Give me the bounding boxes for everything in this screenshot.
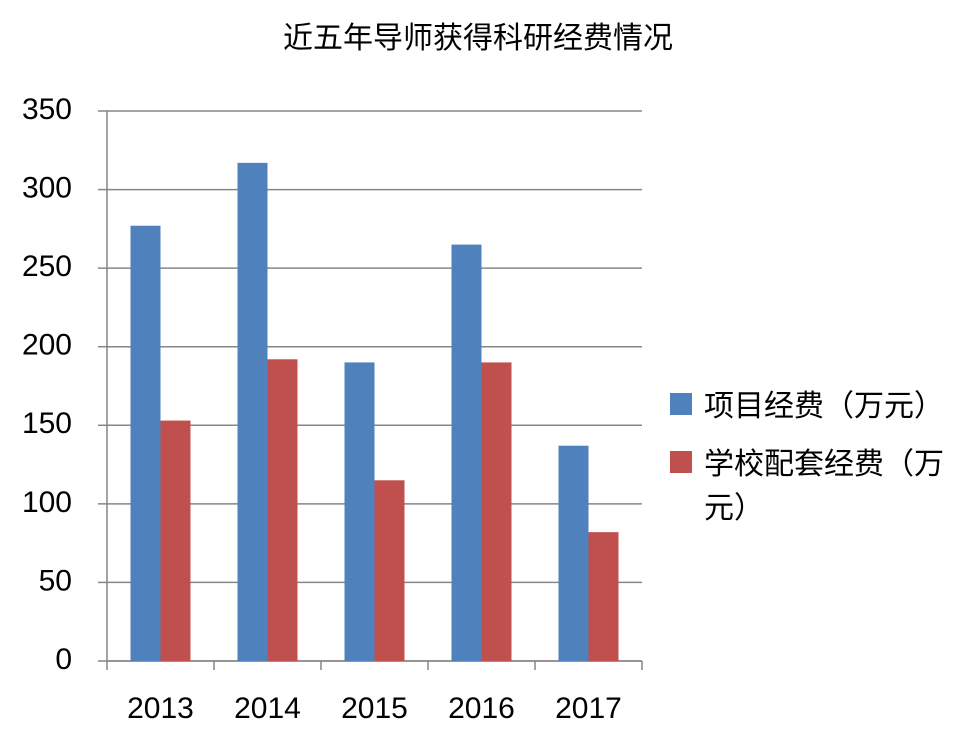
legend-swatch	[670, 393, 692, 415]
legend-item: 学校配套经费（万元）	[670, 443, 950, 531]
bar	[267, 359, 298, 661]
chart-title: 近五年导师获得科研经费情况	[283, 21, 673, 56]
legend-label: 项目经费（万元）	[704, 389, 944, 424]
legend-swatch	[670, 451, 692, 473]
x-tick-label: 2016	[448, 692, 515, 725]
bar	[374, 480, 405, 661]
bar	[344, 362, 375, 661]
y-tick-label: 100	[22, 486, 72, 519]
x-tick-label: 2013	[127, 692, 194, 725]
y-tick-label: 150	[22, 407, 72, 440]
x-tick-label: 2017	[555, 692, 622, 725]
bar	[160, 420, 191, 661]
bar	[451, 244, 482, 662]
x-tick-label: 2014	[234, 692, 301, 725]
legend-label: 学校配套经费（万元）	[704, 447, 944, 526]
y-tick-label: 200	[22, 329, 72, 362]
bar	[237, 162, 268, 661]
bar	[130, 225, 161, 661]
bar	[481, 362, 512, 661]
y-tick-label: 300	[22, 171, 72, 204]
bar	[588, 532, 619, 661]
y-tick-label: 250	[22, 250, 72, 283]
bar	[558, 445, 589, 661]
y-tick-label: 0	[55, 643, 72, 676]
legend-item: 项目经费（万元）	[670, 385, 950, 429]
y-tick-label: 50	[39, 564, 72, 597]
x-tick-label: 2015	[341, 692, 408, 725]
y-tick-label: 350	[22, 93, 72, 126]
legend: 项目经费（万元） 学校配套经费（万元）	[670, 385, 950, 545]
